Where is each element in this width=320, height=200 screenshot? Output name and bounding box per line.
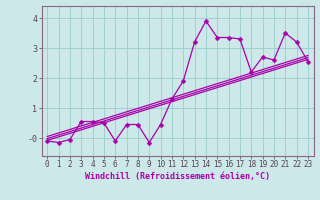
X-axis label: Windchill (Refroidissement éolien,°C): Windchill (Refroidissement éolien,°C) (85, 172, 270, 181)
